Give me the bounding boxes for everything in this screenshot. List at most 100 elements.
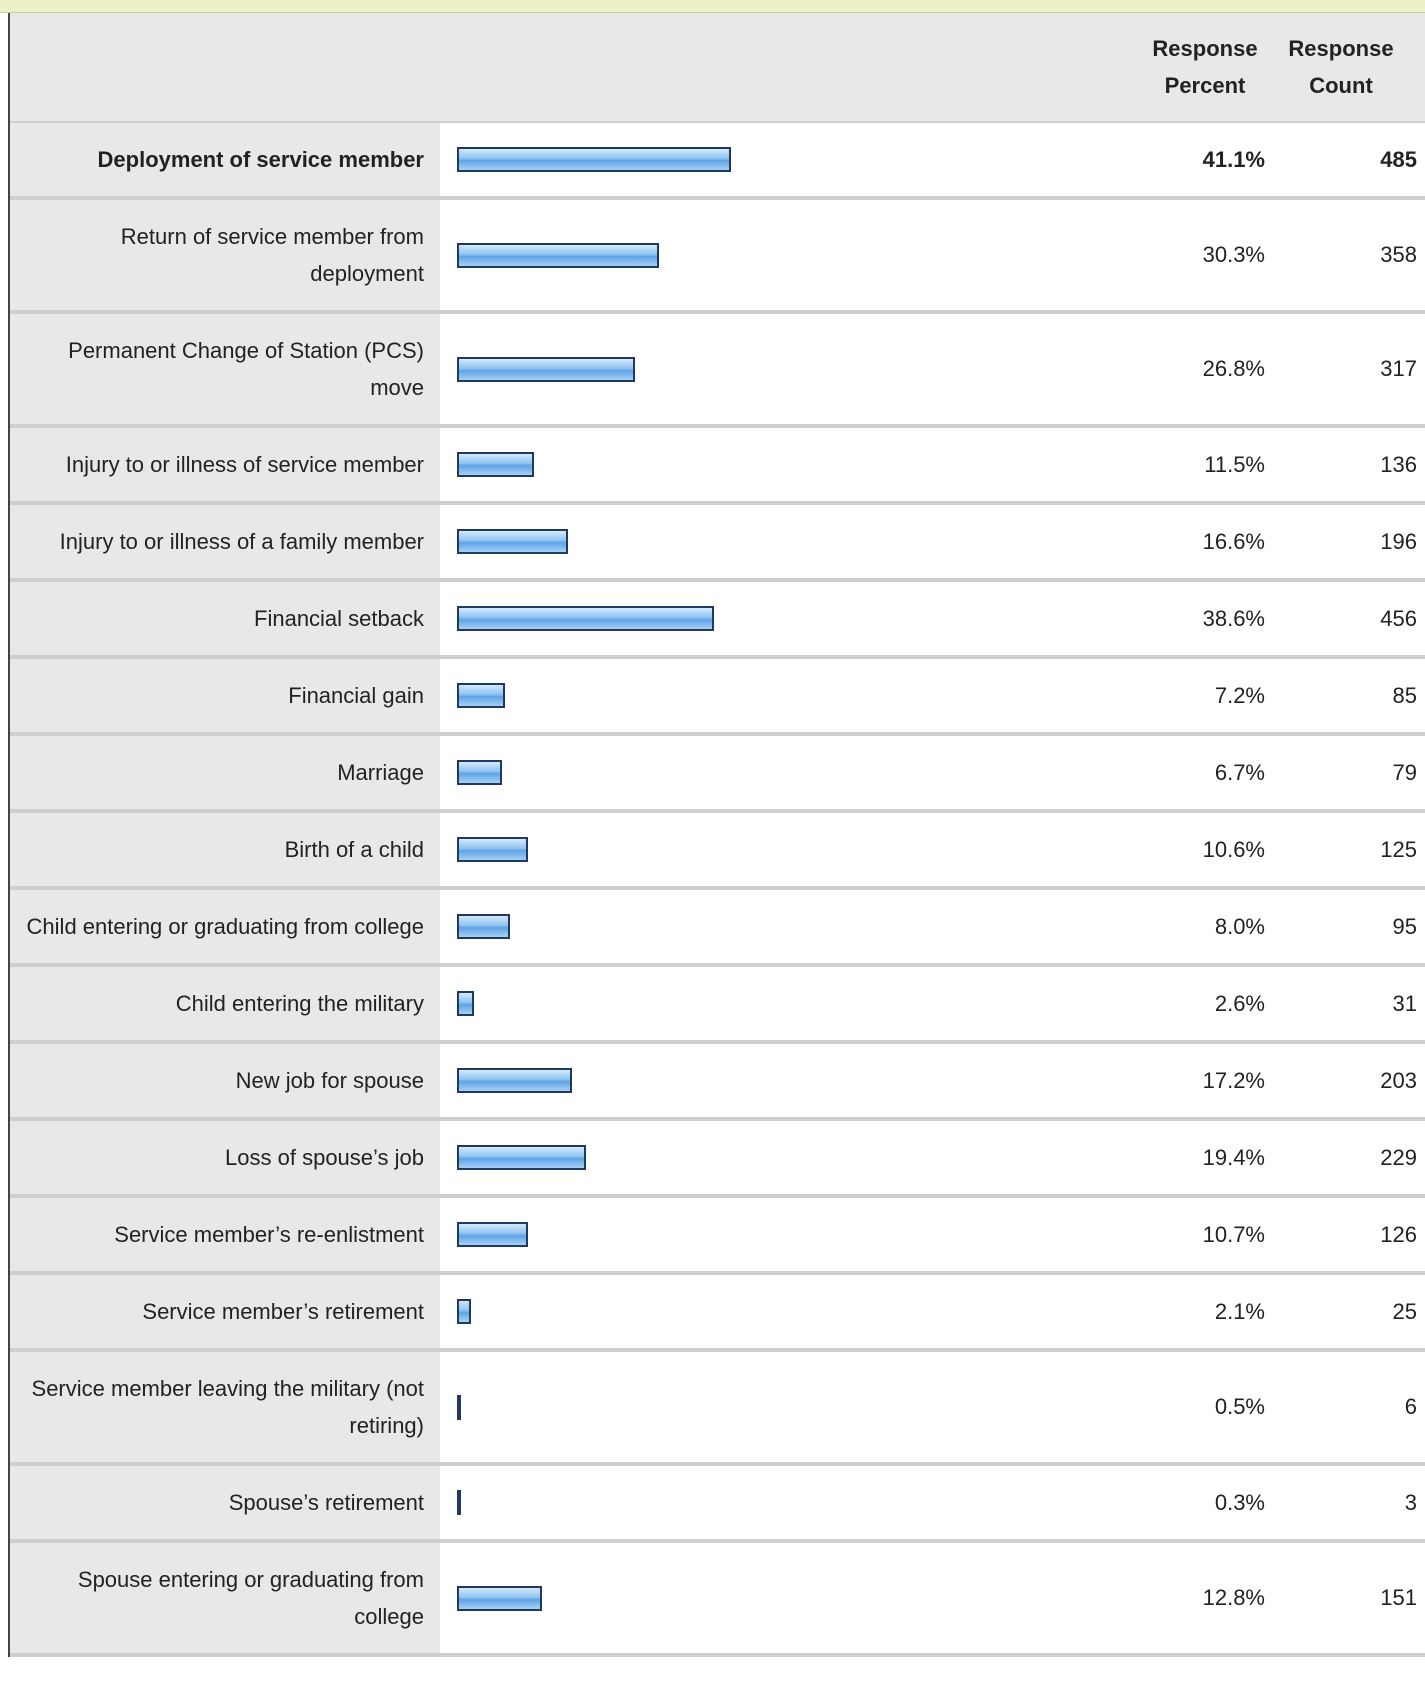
bar [457,1490,461,1515]
bar [457,1299,471,1324]
percent-label: 0.5% [1214,1394,1265,1419]
bar [457,1145,587,1170]
percent-label: 2.6% [1214,990,1265,1016]
bar [457,837,528,862]
percent-label: 7.2% [1214,682,1265,708]
result-row: Financial gain 7.2% 85 [10,659,1425,736]
percent-label: 10.6% [1202,836,1265,862]
count-label: 85 [1392,682,1417,708]
row-label: Permanent Change of Station (PCS) move [10,314,440,424]
bar-cell [440,967,1145,1040]
percent-label: 38.6% [1202,605,1265,631]
count-label: 95 [1392,913,1417,939]
bar-cell [440,428,1145,501]
header-row: Response Percent Response Count [10,13,1425,123]
row-label: Child entering or graduating from colleg… [10,890,440,963]
result-row: New job for spouse 17.2% 203 [10,1044,1425,1121]
count-label: 3 [1404,1489,1417,1515]
percent-label: 0.3% [1214,1489,1265,1515]
result-row: Loss of spouse’s job 19.4% 229 [10,1121,1425,1198]
count-label: 25 [1392,1298,1417,1324]
percent-label: 11.5% [1204,451,1265,477]
results-table: Response Percent Response Count Deployme… [8,13,1425,1657]
result-row: Service member leaving the military (not… [10,1352,1425,1466]
count-label: 358 [1380,242,1417,267]
bar [457,1585,543,1611]
bar [457,914,511,939]
percent-label: 30.3% [1202,242,1265,267]
bar-cell [440,123,1145,196]
row-label: Service member’s retirement [10,1275,440,1348]
bar-cell [440,1466,1145,1539]
row-label: Birth of a child [10,813,440,886]
percent-header: Response Percent [1152,36,1258,98]
percent-label: 41.1% [1202,146,1265,172]
percent-label: 26.8% [1202,356,1265,381]
bar-cell [440,200,1145,310]
result-row: Spouse entering or graduating from colle… [10,1543,1425,1657]
row-label: Child entering the military [10,967,440,1040]
result-row: Deployment of service member 41.1% 485 [10,123,1425,200]
result-row: Marriage 6.7% 79 [10,736,1425,813]
result-row: Injury to or illness of service member 11… [10,428,1425,505]
count-label: 6 [1404,1394,1417,1419]
bar-cell [440,1044,1145,1117]
count-label: 229 [1380,1144,1417,1170]
percent-label: 8.0% [1214,913,1265,939]
result-row: Child entering the military 2.6% 31 [10,967,1425,1044]
count-label: 203 [1380,1067,1417,1093]
bar-cell [440,890,1145,963]
bar-cell [440,1198,1145,1271]
row-label: Injury to or illness of service member [10,428,440,501]
result-row: Spouse’s retirement 0.3% 3 [10,1466,1425,1543]
count-label: 317 [1380,356,1417,381]
bar [457,760,502,785]
percent-label: 19.4% [1202,1144,1265,1170]
bar-cell [440,736,1145,809]
result-row: Child entering or graduating from colleg… [10,890,1425,967]
bar-cell [440,813,1145,886]
percent-label: 16.6% [1202,528,1265,554]
bar [457,529,568,554]
count-label: 136 [1380,451,1417,477]
count-label: 31 [1392,990,1417,1016]
bar [457,1222,529,1247]
bar-cell [440,1275,1145,1348]
result-row: Financial setback 38.6% 456 [10,582,1425,659]
row-label: Deployment of service member [10,123,440,196]
row-label: Loss of spouse’s job [10,1121,440,1194]
count-label: 151 [1380,1585,1417,1610]
bar-cell [440,1121,1145,1194]
row-label: Return of service member from deployment [10,200,440,310]
bar [457,991,475,1016]
bar [457,683,505,708]
bar-cell [440,314,1145,424]
row-label: Injury to or illness of a family member [10,505,440,578]
count-label: 126 [1380,1221,1417,1247]
row-label: Marriage [10,736,440,809]
result-row: Service member’s re-enlistment 10.7% 126 [10,1198,1425,1275]
bar [457,1068,572,1093]
bar-cell [440,1352,1145,1462]
result-row: Birth of a child 10.6% 125 [10,813,1425,890]
result-row: Injury to or illness of a family member 1… [10,505,1425,582]
result-row: Return of service member from deployment… [10,200,1425,314]
percent-label: 10.7% [1202,1221,1265,1247]
bar [457,1394,461,1420]
bar [457,452,534,477]
count-header: Response Count [1288,36,1394,98]
count-label: 456 [1380,605,1417,631]
percent-label: 12.8% [1202,1585,1265,1610]
percent-label: 6.7% [1214,759,1265,785]
bar-cell [440,582,1145,655]
result-row: Permanent Change of Station (PCS) move 26… [10,314,1425,428]
row-label: Service member leaving the military (not… [10,1352,440,1462]
count-label: 485 [1380,146,1417,172]
bar [457,606,715,631]
row-label: Spouse entering or graduating from colle… [10,1543,440,1653]
top-strip [0,0,1425,13]
bar [457,242,659,268]
bar [457,147,731,172]
count-label: 196 [1380,528,1417,554]
bar-cell [440,659,1145,732]
